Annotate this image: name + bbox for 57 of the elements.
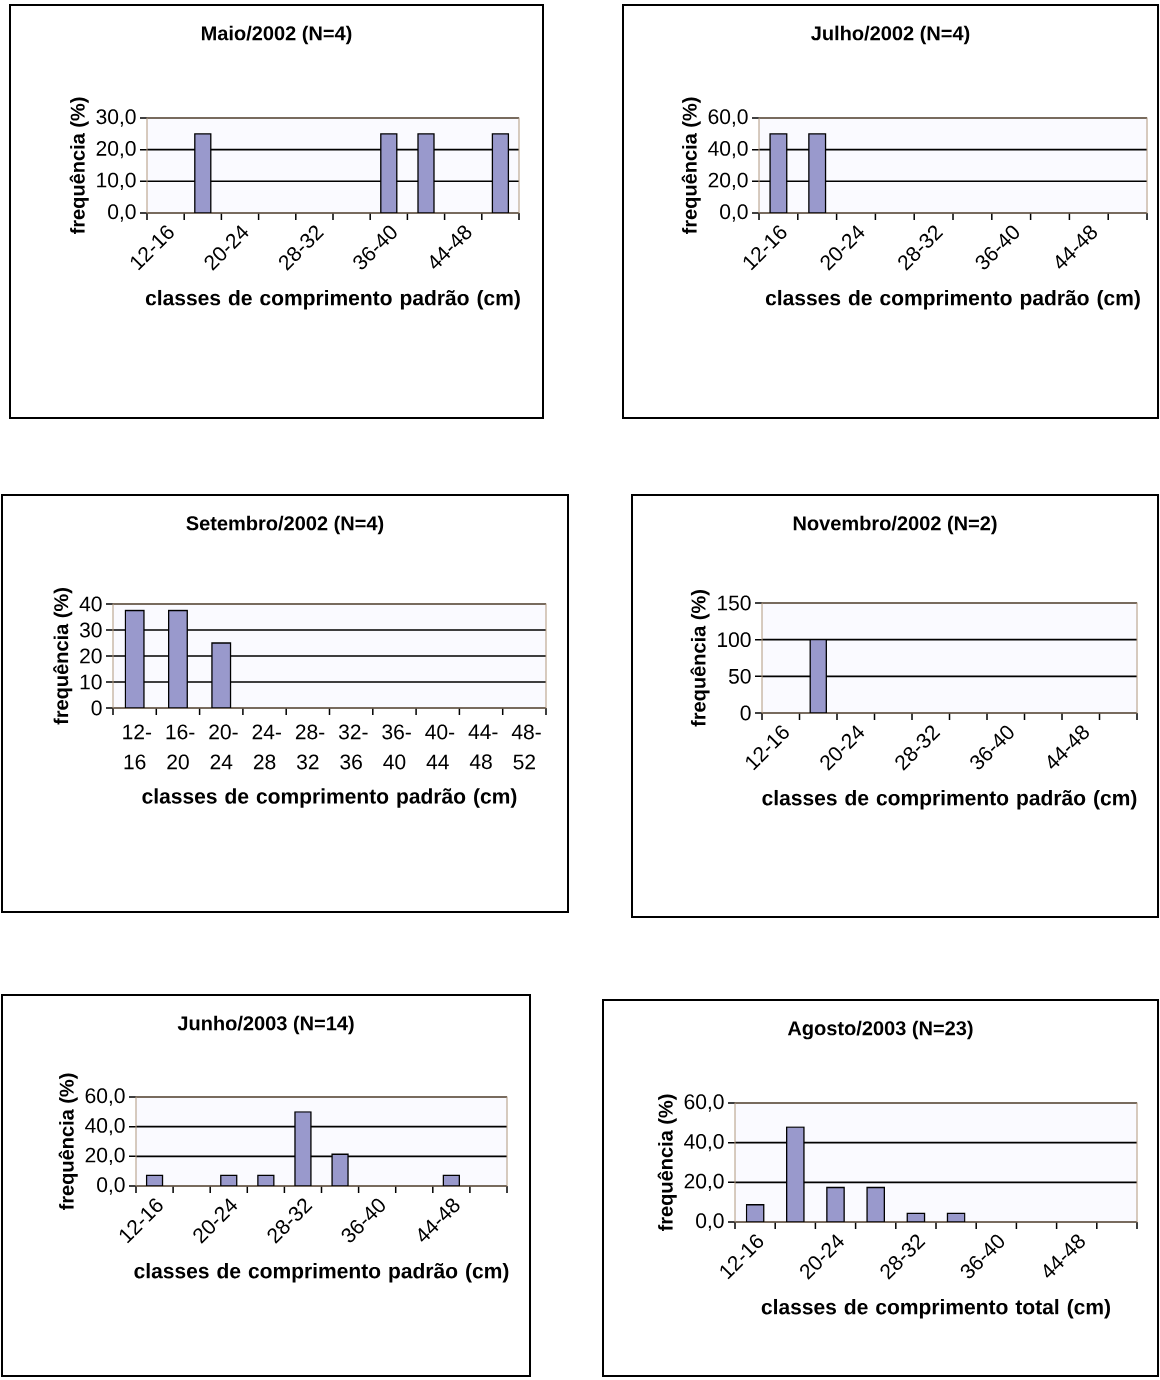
bar (826, 1186, 845, 1222)
x-axis-title: classes de comprimento padrão (cm) (142, 788, 517, 808)
chart-title: Agosto/2003 (N=23) (787, 1020, 973, 1040)
y-tick-label: 40,0 (684, 1133, 724, 1152)
y-tick-label: 150 (718, 595, 751, 611)
chart-title: Julho/2002 (N=4) (811, 25, 970, 45)
x-tick-label: 44-48 (468, 724, 498, 770)
x-axis-title: classes de comprimento padrão (cm) (145, 289, 520, 310)
x-tick-label: 48-52 (511, 724, 541, 770)
y-axis-title: frequência (%) (657, 1094, 677, 1232)
chart-title: Maio/2002 (N=4) (201, 25, 352, 45)
y-tick-label: 30,0 (96, 109, 136, 127)
y-tick-label: 40 (79, 596, 102, 612)
bar (866, 1186, 885, 1222)
y-axis-title: frequência (%) (53, 588, 73, 725)
x-tick-label: 32-36 (338, 724, 368, 770)
y-axis-title: frequência (%) (690, 590, 710, 727)
y-tick-label: 20,0 (684, 1173, 724, 1191)
y-tick-label: 100 (718, 632, 751, 648)
y-tick-label: 30 (79, 622, 102, 638)
x-tick-label: 40-44 (425, 724, 455, 770)
y-tick-label: 20 (80, 648, 102, 664)
y-tick-label: 20,0 (708, 172, 748, 190)
chart-title: Novembro/2002 (N=2) (793, 515, 997, 535)
y-tick-label: 0,0 (97, 1177, 125, 1195)
y-tick-label: 60,0 (85, 1088, 125, 1106)
bar (906, 1212, 926, 1222)
y-tick-label: 0,0 (720, 204, 748, 222)
x-tick-label: 24-28 (252, 724, 281, 770)
x-axis-title: classes de comprimento padrão (cm) (134, 1262, 509, 1283)
y-axis-title: frequência (%) (58, 1073, 78, 1211)
y-tick-label: 60,0 (708, 109, 748, 127)
y-tick-label: 0,0 (108, 204, 136, 222)
y-tick-label: 20,0 (85, 1147, 125, 1165)
y-tick-label: 20,0 (96, 140, 136, 159)
x-tick-label: 16-20 (166, 724, 195, 770)
bar (946, 1212, 966, 1222)
x-axis-title: classes de comprimento total (cm) (761, 1298, 1110, 1319)
x-tick-label: 20-24 (209, 724, 238, 770)
x-tick-label: 36-40 (382, 724, 411, 770)
y-tick-label: 10,0 (97, 172, 136, 190)
chart-title: Junho/2003 (N=14) (177, 1015, 354, 1035)
y-tick-label: 50 (728, 668, 751, 684)
y-tick-label: 40,0 (708, 140, 748, 159)
y-tick-label: 0,0 (696, 1213, 724, 1231)
x-axis-title: classes de comprimento padrão (cm) (765, 289, 1140, 310)
y-tick-label: 60,0 (684, 1094, 724, 1112)
bar (745, 1204, 765, 1222)
y-axis-title: frequência (%) (681, 97, 701, 235)
y-tick-label: 10 (80, 674, 102, 690)
x-axis-title: classes de comprimento padrão (cm) (762, 789, 1137, 810)
y-tick-label: 0 (740, 705, 751, 721)
y-axis-title: frequência (%) (69, 97, 89, 235)
x-tick-label: 28-32 (295, 724, 325, 770)
chart-title: Setembro/2002 (N=4) (186, 515, 384, 535)
y-tick-label: 0 (91, 700, 102, 716)
y-tick-label: 40,0 (85, 1117, 125, 1136)
